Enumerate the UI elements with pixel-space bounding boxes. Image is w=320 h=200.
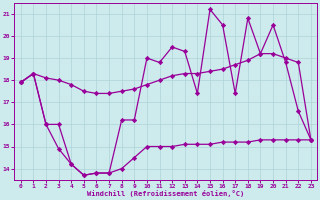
- X-axis label: Windchill (Refroidissement éolien,°C): Windchill (Refroidissement éolien,°C): [87, 190, 244, 197]
